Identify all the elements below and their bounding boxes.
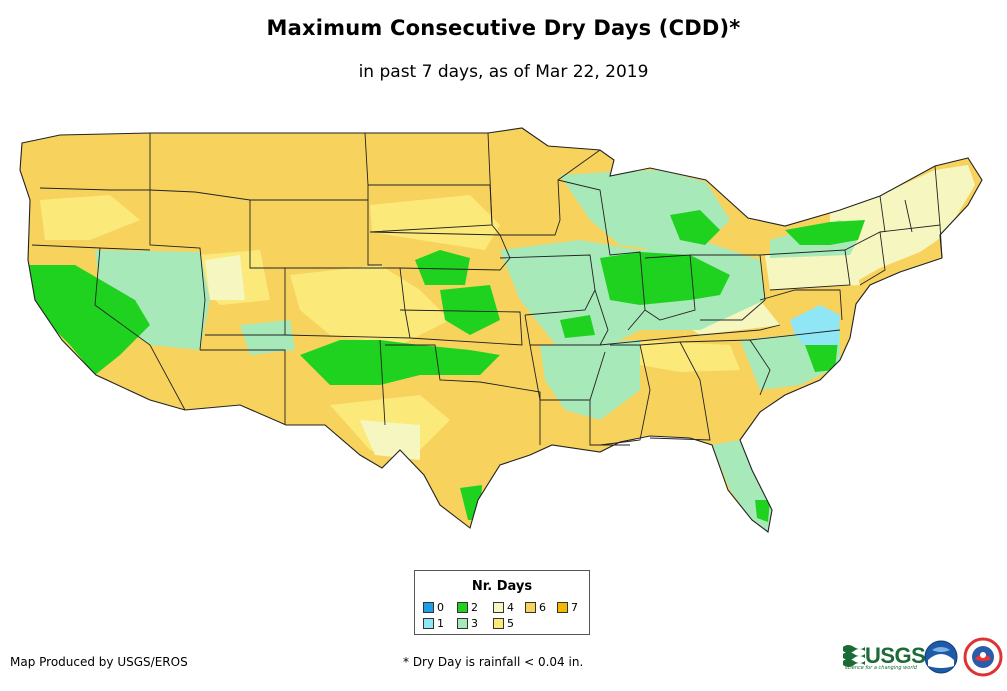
region-1day-virginia — [790, 305, 840, 345]
legend-item-4: 4 — [493, 602, 514, 614]
legend-item-7: 7 — [557, 602, 578, 614]
legend-title: Nr. Days — [471, 579, 533, 594]
region-2days-north-carolina — [805, 340, 838, 372]
legend-swatch-6 — [525, 602, 536, 613]
legend-item-6: 6 — [525, 602, 546, 614]
legend-item-2: 2 — [457, 602, 478, 614]
legend-swatch-1 — [423, 618, 434, 629]
credit-text: Map Produced by USGS/EROS — [10, 655, 188, 669]
region-2days-oklahoma — [300, 340, 500, 385]
legend-swatch-3 — [457, 618, 468, 629]
region-5days-oregon — [40, 195, 140, 240]
legend-swatch-7 — [557, 602, 568, 613]
region-5days-central-plains — [290, 265, 450, 345]
legend-swatch-0 — [423, 602, 434, 613]
region-2days-kansas — [440, 285, 500, 335]
legend-item-3: 3 — [457, 618, 478, 630]
region-2days-new-york — [785, 220, 865, 245]
region-2days-florida-tip — [755, 500, 770, 522]
legend-item-5: 5 — [493, 618, 514, 630]
region-3days-colorado — [240, 320, 295, 355]
region-2days-michigan — [670, 210, 720, 245]
noaa-logo-icon — [924, 640, 958, 674]
legend-swatch-2 — [457, 602, 468, 613]
region-2days-california — [28, 265, 150, 375]
region-2days-illinois-indiana — [600, 252, 730, 305]
legend-swatch-5 — [493, 618, 504, 629]
state-boundaries — [31, 132, 943, 446]
region-4days-west-texas — [360, 420, 420, 460]
map-subtitle: in past 7 days, as of Mar 22, 2019 — [358, 62, 649, 82]
legend-item-0: 0 — [423, 602, 444, 614]
region-5days-georgia — [630, 340, 740, 372]
region-4days-pennsylvania — [765, 250, 860, 290]
region-5days-dakotas — [370, 195, 500, 250]
region-2days-arkansas — [560, 315, 595, 338]
us-cdd-map — [19, 127, 983, 533]
usgs-wave-icon — [843, 645, 865, 667]
region-2days-nebraska — [415, 250, 470, 285]
map-title: Maximum Consecutive Dry Days (CDD)* — [266, 16, 741, 40]
legend-swatch-4 — [493, 602, 504, 613]
region-4days-utah — [205, 255, 245, 300]
legend: Nr. Days 0 1 2 3 4 5 6 7 — [414, 570, 590, 635]
region-4days-northeast — [830, 165, 975, 285]
usgs-tagline: science for a changing world — [845, 665, 917, 671]
usgs-logo: USGS science for a changing world — [843, 640, 926, 674]
dry-day-note: * Dry Day is rainfall < 0.04 in. — [403, 655, 584, 669]
nws-logo-icon — [963, 637, 1003, 677]
legend-item-1: 1 — [423, 618, 444, 630]
usgs-logo-text: USGS — [865, 643, 926, 668]
